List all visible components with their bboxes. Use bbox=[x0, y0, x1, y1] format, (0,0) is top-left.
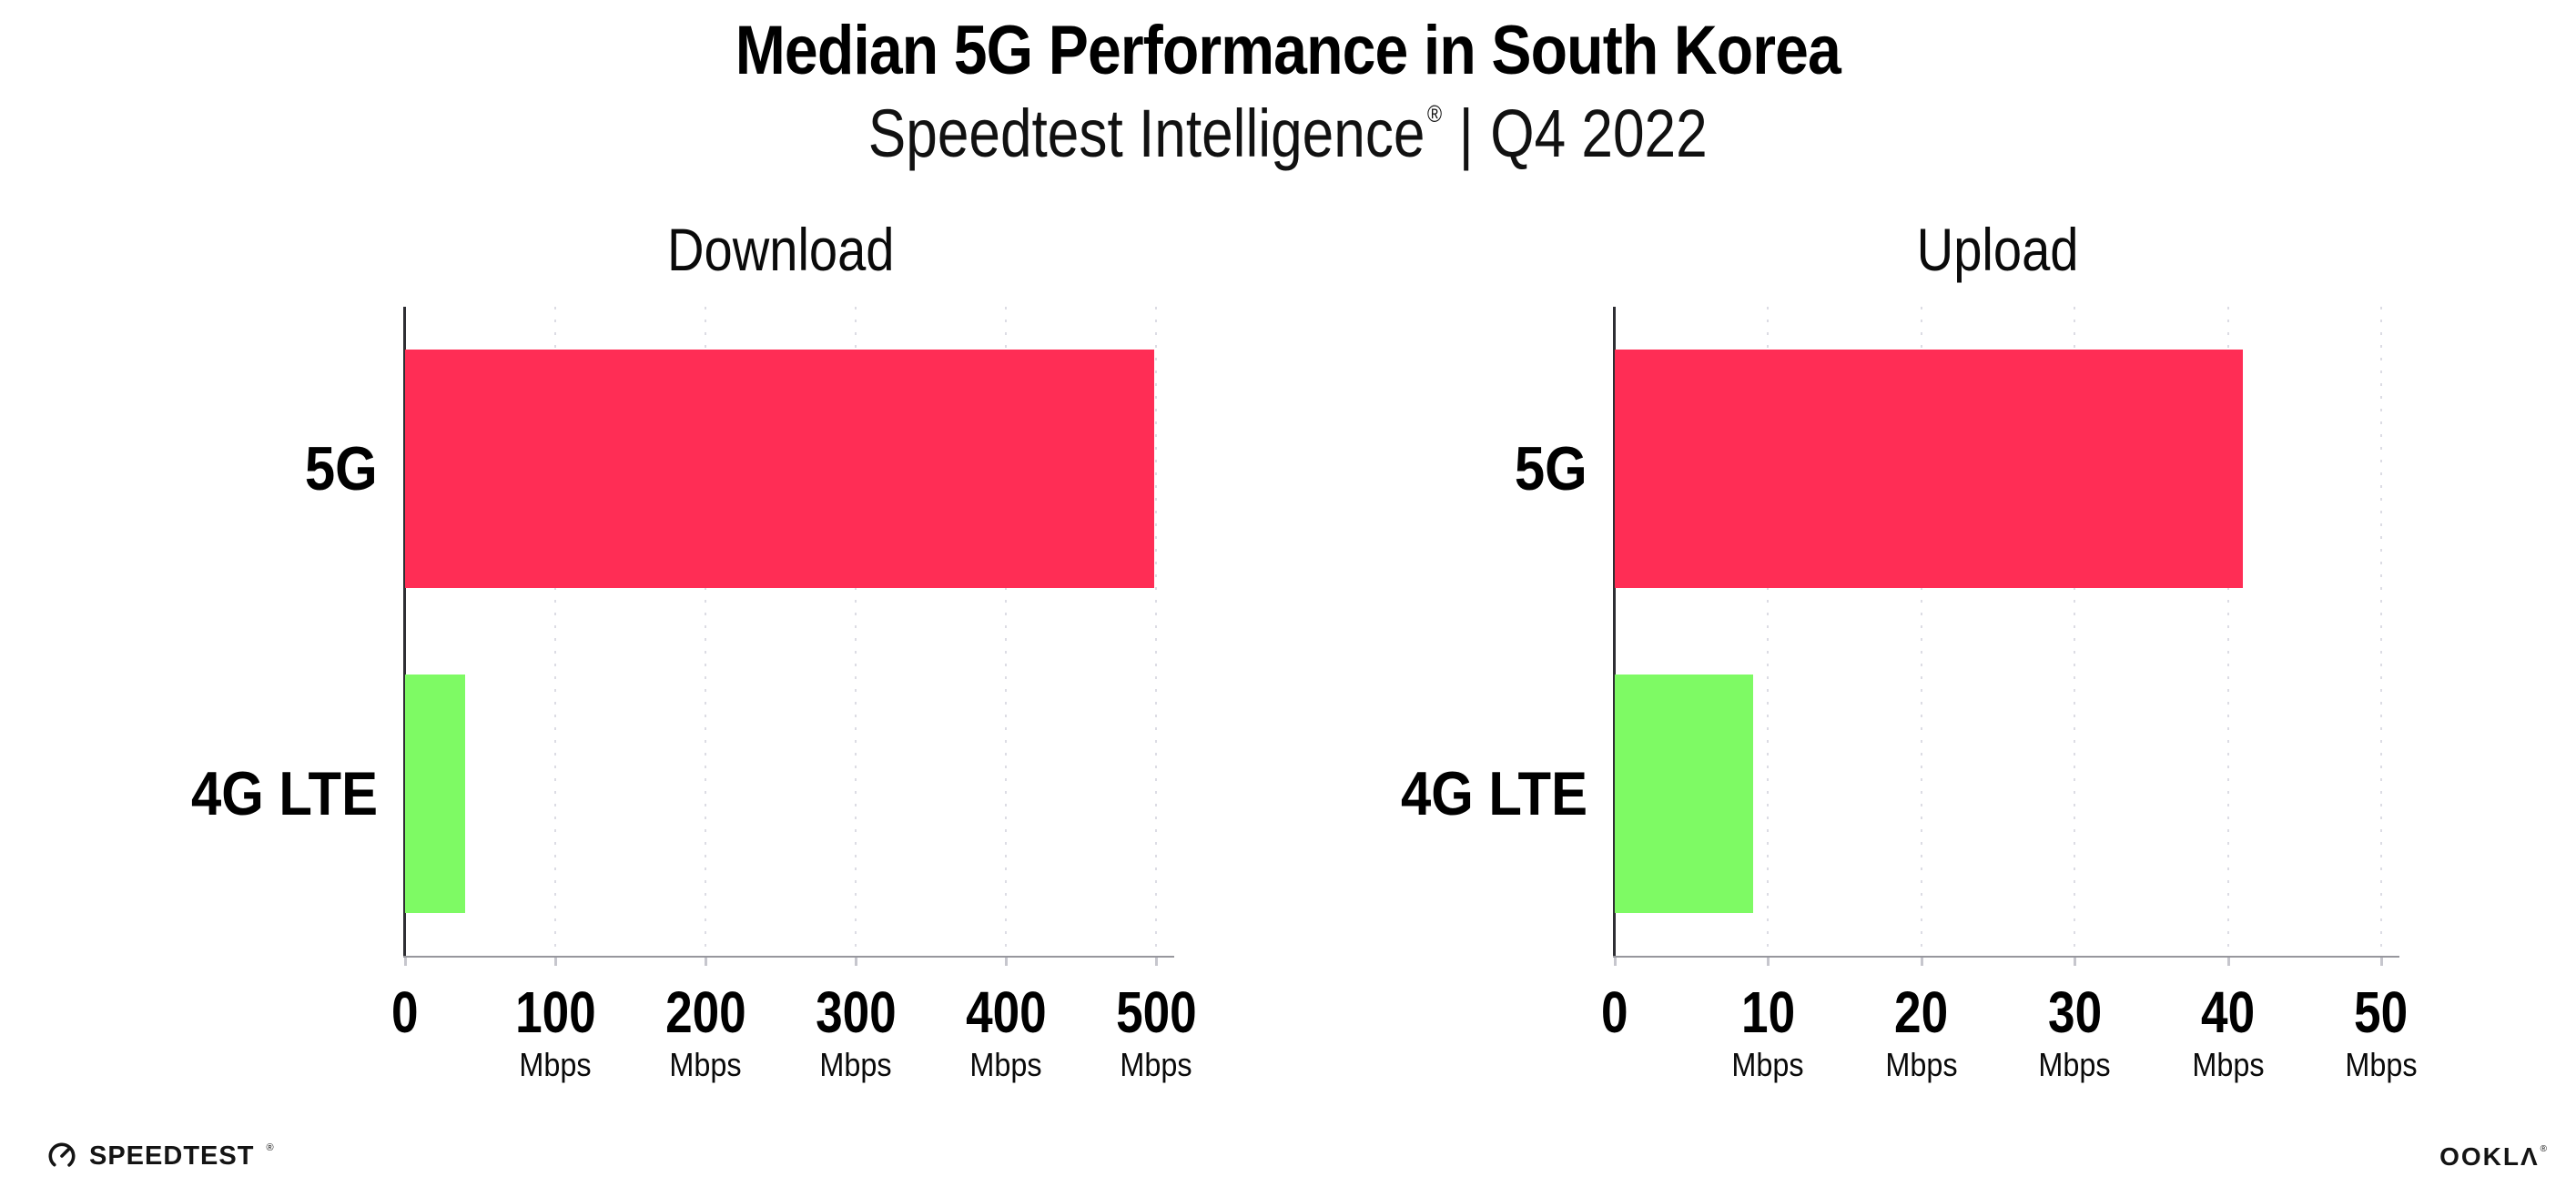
axis-tick bbox=[1005, 958, 1008, 966]
tick-label: 0 bbox=[1524, 983, 1706, 1041]
tick-label: 50 Mbps bbox=[2290, 983, 2472, 1083]
axis-tick bbox=[404, 958, 407, 966]
tick-unit: Mbps bbox=[969, 1046, 1042, 1083]
tick-number: 100 bbox=[514, 979, 596, 1045]
tick-unit: Mbps bbox=[669, 1046, 742, 1083]
axis-tick bbox=[1155, 958, 1158, 966]
bar-4g-lte bbox=[405, 674, 465, 913]
speedtest-registered-mark: ® bbox=[266, 1142, 274, 1153]
page-subtitle: Speedtest Intelligence® | Q4 2022 bbox=[0, 95, 2576, 172]
category-label-5g: 5G bbox=[1515, 434, 1587, 504]
page-title-text: Median 5G Performance in South Korea bbox=[735, 12, 1841, 89]
speedtest-wordmark: SPEEDTEST bbox=[89, 1141, 255, 1171]
tick-label: 400 Mbps bbox=[915, 983, 1097, 1083]
tick-label: 300 Mbps bbox=[765, 983, 947, 1083]
tick-number: 10 bbox=[1740, 979, 1795, 1045]
subtitle-period: Q4 2022 bbox=[1490, 96, 1708, 171]
axis-tick bbox=[855, 958, 857, 966]
speedtest-gauge-icon bbox=[48, 1142, 76, 1170]
tick-number: 0 bbox=[391, 979, 419, 1045]
gridline bbox=[1767, 307, 1770, 956]
ookla-wordmark: OOKLΛ bbox=[2439, 1142, 2540, 1171]
tick-number: 0 bbox=[1601, 979, 1628, 1045]
gridline bbox=[1155, 307, 1157, 956]
bar-5g bbox=[405, 350, 1155, 589]
subtitle-divider: | bbox=[1458, 96, 1474, 171]
tick-number: 50 bbox=[2354, 979, 2409, 1045]
axis-tick bbox=[705, 958, 707, 966]
chart-title-download: Download bbox=[666, 216, 895, 283]
tick-unit: Mbps bbox=[1731, 1046, 1805, 1083]
y-axis-line bbox=[403, 307, 406, 956]
axis-tick bbox=[554, 958, 557, 966]
bar-plot-download bbox=[403, 307, 1174, 966]
tick-number: 300 bbox=[815, 979, 897, 1045]
tick-unit: Mbps bbox=[819, 1046, 892, 1083]
tick-number: 40 bbox=[2201, 979, 2256, 1045]
axis-tick bbox=[1614, 958, 1617, 966]
category-label-4g-lte: 4G LTE bbox=[190, 758, 378, 828]
tick-label: 40 Mbps bbox=[2137, 983, 2319, 1083]
gridline bbox=[705, 307, 706, 956]
tick-label: 10 Mbps bbox=[1677, 983, 1859, 1083]
tick-unit: Mbps bbox=[1885, 1046, 1958, 1083]
tick-unit: Mbps bbox=[2191, 1046, 2265, 1083]
tick-number: 30 bbox=[2047, 979, 2102, 1045]
bar-plot-upload bbox=[1613, 307, 2399, 966]
category-label-4g-lte: 4G LTE bbox=[1400, 758, 1587, 828]
tick-unit: Mbps bbox=[1120, 1046, 1192, 1083]
tick-label: 0 bbox=[314, 983, 496, 1041]
gridline bbox=[2074, 307, 2076, 956]
ookla-registered-mark: ® bbox=[2540, 1143, 2547, 1154]
axis-tick bbox=[2380, 958, 2383, 966]
speedtest-logo: SPEEDTEST ® bbox=[46, 1138, 274, 1174]
tick-number: 500 bbox=[1115, 979, 1197, 1045]
tick-label: 200 Mbps bbox=[614, 983, 796, 1083]
axis-tick bbox=[2226, 958, 2230, 966]
tick-number: 20 bbox=[1894, 979, 1949, 1045]
bar-4g-lte bbox=[1615, 674, 1753, 913]
gridline bbox=[1920, 307, 1922, 956]
axis-tick bbox=[1767, 958, 1770, 966]
tick-number: 200 bbox=[664, 979, 746, 1045]
tick-unit: Mbps bbox=[519, 1046, 592, 1083]
tick-number: 400 bbox=[965, 979, 1047, 1045]
gridline bbox=[2226, 307, 2229, 956]
gridline bbox=[554, 307, 556, 956]
x-axis-line bbox=[403, 956, 1174, 958]
subtitle-brand: Speedtest Intelligence bbox=[868, 96, 1425, 171]
gridline bbox=[2380, 307, 2382, 956]
x-axis-line bbox=[1613, 956, 2399, 958]
tick-unit: Mbps bbox=[2038, 1046, 2111, 1083]
tick-label: 20 Mbps bbox=[1831, 983, 2013, 1083]
chart-title-upload: Upload bbox=[1917, 216, 2079, 283]
axis-tick bbox=[2074, 958, 2077, 966]
gridline bbox=[855, 307, 857, 956]
tick-label: 100 Mbps bbox=[464, 983, 646, 1083]
registered-mark: ® bbox=[1427, 100, 1443, 127]
bar-5g bbox=[1615, 350, 2244, 589]
gridline bbox=[1005, 307, 1007, 956]
tick-label: 30 Mbps bbox=[1983, 983, 2165, 1083]
tick-label: 500 Mbps bbox=[1065, 983, 1247, 1083]
page-title: Median 5G Performance in South Korea bbox=[0, 11, 2576, 90]
axis-tick bbox=[1920, 958, 1923, 966]
y-axis-line bbox=[1613, 307, 1616, 956]
category-label-5g: 5G bbox=[305, 434, 378, 504]
ookla-logo: OOKLΛ ® bbox=[2439, 1141, 2547, 1172]
tick-unit: Mbps bbox=[2345, 1046, 2418, 1083]
